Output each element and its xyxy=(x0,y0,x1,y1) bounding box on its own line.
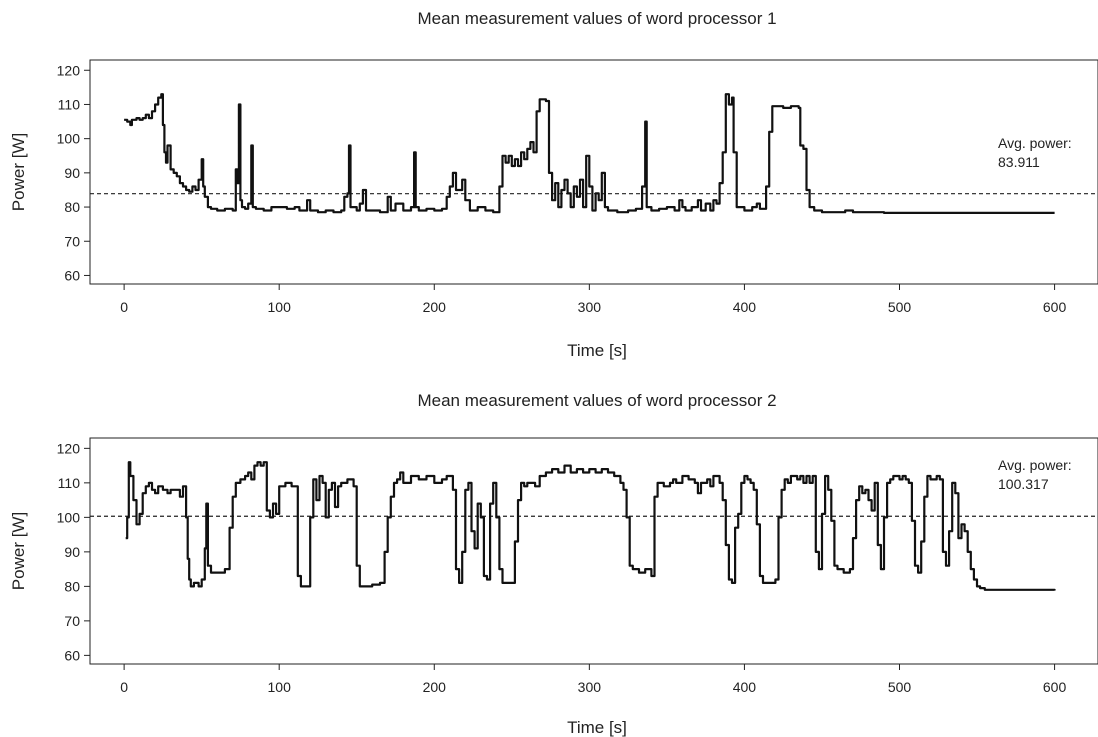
x-tick-label: 300 xyxy=(578,299,602,315)
x-tick-label: 200 xyxy=(423,299,447,315)
average-power-label: Avg. power: xyxy=(998,457,1072,473)
plot-frame xyxy=(89,437,1098,665)
y-tick-label: 70 xyxy=(64,613,80,629)
x-tick-label: 400 xyxy=(733,299,757,315)
x-tick-label: 0 xyxy=(120,299,128,315)
x-tick-label: 0 xyxy=(120,679,128,695)
y-tick-label: 60 xyxy=(64,647,80,663)
y-tick-label: 100 xyxy=(57,509,81,525)
y-tick-label: 80 xyxy=(64,199,80,215)
y-axis: 60 70 80 90 100 110 120 xyxy=(57,62,90,283)
y-tick-label: 90 xyxy=(64,165,80,181)
x-tick-label: 500 xyxy=(888,679,912,695)
power-series-line xyxy=(124,93,1055,214)
chart-title: Mean measurement values of word processo… xyxy=(417,9,776,28)
x-axis: 0 100 200 300 400 500 600 xyxy=(120,284,1066,315)
average-power-value: 100.317 xyxy=(998,476,1049,492)
y-tick-label: 70 xyxy=(64,233,80,249)
x-tick-label: 100 xyxy=(268,299,292,315)
average-power-value: 83.911 xyxy=(998,154,1040,170)
x-tick-label: 600 xyxy=(1043,299,1067,315)
y-axis-title: Power [W] xyxy=(9,133,28,211)
x-axis-title: Time [s] xyxy=(567,341,627,360)
chart-panel-word-processor-1: Mean measurement values of word processo… xyxy=(9,9,1098,360)
y-axis: 60 70 80 90 100 110 120 xyxy=(57,440,90,663)
y-axis-title: Power [W] xyxy=(9,512,28,590)
x-axis-title: Time [s] xyxy=(567,718,627,737)
y-tick-label: 110 xyxy=(58,475,81,491)
chart-title: Mean measurement values of word processo… xyxy=(417,391,776,410)
x-tick-label: 200 xyxy=(423,679,447,695)
x-tick-label: 400 xyxy=(733,679,757,695)
average-power-label: Avg. power: xyxy=(998,135,1072,151)
y-tick-label: 120 xyxy=(57,62,81,78)
chart-panel-word-processor-2: Mean measurement values of word processo… xyxy=(9,391,1098,737)
y-tick-label: 100 xyxy=(57,131,81,147)
x-tick-label: 100 xyxy=(268,679,292,695)
y-tick-label: 90 xyxy=(64,544,80,560)
y-tick-label: 110 xyxy=(58,96,81,112)
y-tick-label: 60 xyxy=(64,267,80,283)
x-tick-label: 600 xyxy=(1043,679,1067,695)
x-tick-label: 500 xyxy=(888,299,912,315)
x-axis: 0 100 200 300 400 500 600 xyxy=(120,664,1066,695)
x-tick-label: 300 xyxy=(578,679,602,695)
plot-frame xyxy=(89,59,1098,285)
y-tick-label: 80 xyxy=(64,578,80,594)
y-tick-label: 120 xyxy=(57,440,81,456)
power-series-line xyxy=(125,461,1056,591)
